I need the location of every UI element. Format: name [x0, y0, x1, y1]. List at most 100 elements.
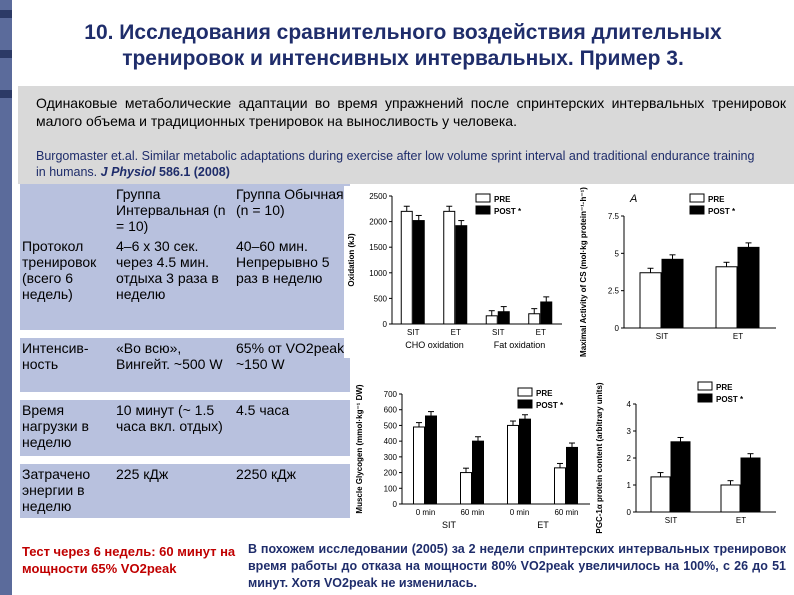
y-axis-label: PGC-1α protein content (arbitrary units)	[595, 382, 604, 533]
table-header-cell: Группа Интервальная (n = 10)	[114, 184, 234, 236]
bar-pre	[413, 426, 425, 505]
oxidation-chart-panel: 0 500 1000 1500 2000 2500 Oxidation (kJ) SIT ET S…	[344, 186, 568, 358]
bar-post	[412, 220, 425, 325]
left-accent-band	[0, 0, 12, 595]
table-cell: 225 кДж	[114, 456, 234, 518]
bar-pre	[720, 484, 741, 513]
y-tick-label: 1500	[369, 243, 387, 252]
group-label: SIT	[442, 520, 457, 530]
bar-pre	[485, 315, 498, 325]
bar-pre	[528, 313, 541, 325]
pgc-chart-panel: 0 1 2 3 4 PGC-1α protein content (arbitrary u…	[590, 376, 786, 536]
legend-swatch	[517, 399, 533, 409]
legend-swatch	[475, 205, 491, 215]
lead-background	[18, 86, 794, 184]
bar-post	[540, 301, 553, 325]
citation-journal: J Physiol	[100, 165, 156, 179]
cs-chart: 0 2.5 5 7.5 Maximal Activity of CS (mol·kg p…	[579, 187, 776, 357]
bar-post	[661, 258, 684, 329]
legend-swatch	[697, 381, 713, 391]
y-tick-label: 0	[627, 508, 632, 517]
bar-pre	[554, 467, 566, 505]
y-tick-label: 5	[615, 249, 620, 258]
bar-pre	[650, 476, 671, 513]
table-cell: 4.5 часа	[234, 392, 350, 460]
table-row: Протокол тренировок (всего 6 недель) 4–6…	[20, 236, 350, 334]
table-cell: 2250 кДж	[234, 456, 350, 518]
legend-label: POST *	[708, 207, 736, 216]
test-note: Тест через 6 недель: 60 минут на мощност…	[22, 544, 236, 576]
y-tick-label: 0	[393, 500, 398, 509]
slide-title: 10. Исследования сравнительного воздейст…	[18, 20, 788, 72]
glycogen-chart-panel: 0 100 200 300 400 500 600 700 Muscle Glycogen (m…	[350, 380, 600, 536]
table-cell: Интенсив-ность	[20, 330, 114, 396]
bar-post	[737, 246, 760, 329]
table-cell: «Во всю», Вингейт. ~500 W	[114, 330, 234, 396]
y-tick-label: 7.5	[608, 212, 620, 221]
panel-label: A	[629, 193, 637, 205]
legend-label: PRE	[716, 383, 733, 392]
y-axis-label: Maximal Activity of CS (mol·kg protein⁻¹…	[579, 187, 588, 357]
bar-post	[670, 441, 691, 513]
x-tick-label: SIT	[656, 332, 669, 341]
bar-post	[519, 418, 531, 505]
legend-swatch	[689, 205, 705, 215]
y-tick-label: 500	[384, 421, 398, 430]
oxidation-chart: 0 500 1000 1500 2000 2500 Oxidation (kJ) SIT ET S…	[347, 192, 562, 350]
legend-label: PRE	[708, 195, 725, 204]
table-header-row: Группа Интервальная (n = 10) Группа Обыч…	[20, 184, 350, 236]
citation: Burgomaster et.al. Similar metabolic ada…	[36, 148, 756, 180]
legend-swatch	[697, 393, 713, 403]
x-tick-label: SIT	[665, 516, 678, 525]
y-tick-label: 2500	[369, 192, 387, 201]
y-tick-label: 0	[615, 324, 620, 333]
y-tick-label: 4	[627, 400, 632, 409]
legend-label: POST *	[716, 395, 744, 404]
group-label: CHO oxidation	[405, 340, 464, 350]
bar-pre	[460, 472, 472, 505]
similar-study-note: В похожем исследовании (2005) за 2 недел…	[248, 542, 786, 590]
table-cell: 40–60 мин. Непрерывно 5 раз в неделю	[234, 236, 350, 334]
x-tick-label: ET	[536, 328, 546, 337]
table-cell: Протокол тренировок (всего 6 недель)	[20, 236, 114, 334]
y-tick-label: 2	[627, 454, 632, 463]
bar-post	[740, 457, 761, 513]
x-tick-label: 0 min	[416, 508, 436, 517]
legend-swatch	[475, 193, 491, 203]
y-axis-label: Oxidation (kJ)	[347, 233, 356, 287]
x-tick-label: ET	[736, 516, 746, 525]
legend-label: POST *	[494, 207, 522, 216]
y-tick-label: 500	[374, 294, 388, 303]
bar-pre	[507, 424, 519, 505]
table-cell: 4–6 x 30 сек. через 4.5 мин. отдыха 3 ра…	[114, 236, 234, 334]
table-row: Интенсив-ность «Во всю», Вингейт. ~500 W…	[20, 330, 350, 396]
table-cell: Время нагрузки в неделю	[20, 392, 114, 460]
table-cell: 65% от VO2peak, ~150 W	[234, 330, 350, 396]
comparison-table: Группа Интервальная (n = 10) Группа Обыч…	[20, 184, 350, 518]
citation-main: Burgomaster et.al. Similar metabolic ada…	[36, 149, 755, 179]
table-header-cell: Группа Обычная (n = 10)	[234, 184, 350, 236]
legend-label: PRE	[536, 389, 553, 398]
pgc-chart: 0 1 2 3 4 PGC-1α protein content (arbitrary u…	[595, 381, 776, 534]
bar-pre	[715, 266, 738, 329]
y-tick-label: 400	[384, 437, 398, 446]
bar-pre	[639, 272, 662, 329]
bar-post	[566, 446, 578, 505]
citation-tail: 586.1 (2008)	[159, 165, 230, 179]
group-label: ET	[537, 520, 549, 530]
x-tick-label: SIT	[407, 328, 420, 337]
lead-text: Одинаковые метаболические адаптации во в…	[36, 95, 786, 129]
y-tick-label: 1	[627, 481, 632, 490]
y-tick-label: 300	[384, 453, 398, 462]
legend-label: POST *	[536, 401, 564, 410]
y-tick-label: 700	[384, 390, 398, 399]
y-tick-label: 600	[384, 406, 398, 415]
bar-post	[497, 311, 510, 325]
y-tick-label: 200	[384, 469, 398, 478]
table-cell: 10 минут (~ 1.5 часа вкл. отдых)	[114, 392, 234, 460]
table-row: Время нагрузки в неделю 10 минут (~ 1.5 …	[20, 392, 350, 460]
y-tick-label: 1000	[369, 269, 387, 278]
table-header-cell	[20, 184, 114, 236]
x-tick-label: 0 min	[510, 508, 530, 517]
bar-pre	[400, 210, 413, 325]
